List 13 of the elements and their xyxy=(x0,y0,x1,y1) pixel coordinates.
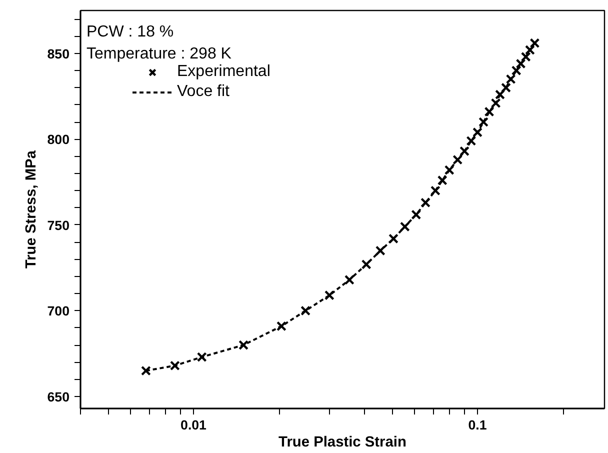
y-tick-label: 800 xyxy=(47,132,70,148)
annotation: PCW : 18 % xyxy=(86,24,174,40)
y-tick-label: 850 xyxy=(47,46,70,62)
y-tick-label: 650 xyxy=(47,389,70,404)
x-tick-label: 0.01 xyxy=(180,418,208,432)
annotation: Temperature : 298 K xyxy=(86,46,232,62)
x-tick-label: 0.1 xyxy=(468,418,488,432)
y-axis-title: True Stress, MPa xyxy=(23,150,40,269)
y-tick-label: 700 xyxy=(47,304,70,319)
x-axis-title: True Plastic Strain xyxy=(278,434,406,450)
legend-label: Experimental xyxy=(177,63,270,81)
y-tick-label: 750 xyxy=(47,218,70,233)
legend-label: Voce fit xyxy=(177,83,230,101)
